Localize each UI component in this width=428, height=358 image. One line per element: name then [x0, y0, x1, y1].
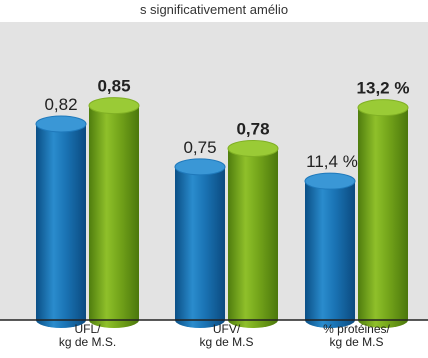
category-label-2-line-1: UFV/ — [213, 322, 241, 336]
blue-bar-2-top — [174, 158, 226, 176]
value-label-blue-bar-2: 0,75 — [183, 138, 216, 157]
value-label-green-bar-1: 0,85 — [97, 77, 130, 96]
value-label-green-bar-2: 0,78 — [236, 120, 269, 139]
blue-bar-1 — [36, 124, 86, 328]
top-text: s significativement amélio — [140, 2, 288, 17]
green-bar-2-top — [227, 140, 279, 157]
value-label-blue-bar-1: 0,82 — [44, 95, 77, 114]
blue-bar-3-top — [304, 172, 356, 190]
blue-bar-2 — [175, 166, 225, 328]
category-label-3-line-2: kg de M.S — [329, 335, 383, 349]
category-label-3-line-1: % protéines/ — [323, 322, 390, 336]
green-bar-2 — [228, 148, 278, 328]
blue-bar-1-top — [35, 115, 87, 133]
bars: 0,82 0,85 0,75 0,78 11,4 % 13,2 % — [35, 77, 410, 329]
category-labels: UFL/kg de M.S.UFV/kg de M.S% protéines/k… — [59, 322, 391, 349]
green-bar-3-top — [357, 99, 409, 117]
blue-bar-3 — [305, 181, 355, 328]
value-label-blue-bar-3: 11,4 % — [306, 152, 358, 171]
category-label-2-line-2: kg de M.S — [199, 335, 253, 349]
green-bar-1 — [89, 105, 139, 328]
category-label-1-line-1: UFL/ — [74, 322, 101, 336]
value-label-green-bar-3: 13,2 % — [357, 79, 410, 98]
green-bar-1-top — [88, 97, 140, 115]
green-bar-3 — [358, 107, 408, 329]
category-label-1-line-2: kg de M.S. — [59, 335, 116, 349]
